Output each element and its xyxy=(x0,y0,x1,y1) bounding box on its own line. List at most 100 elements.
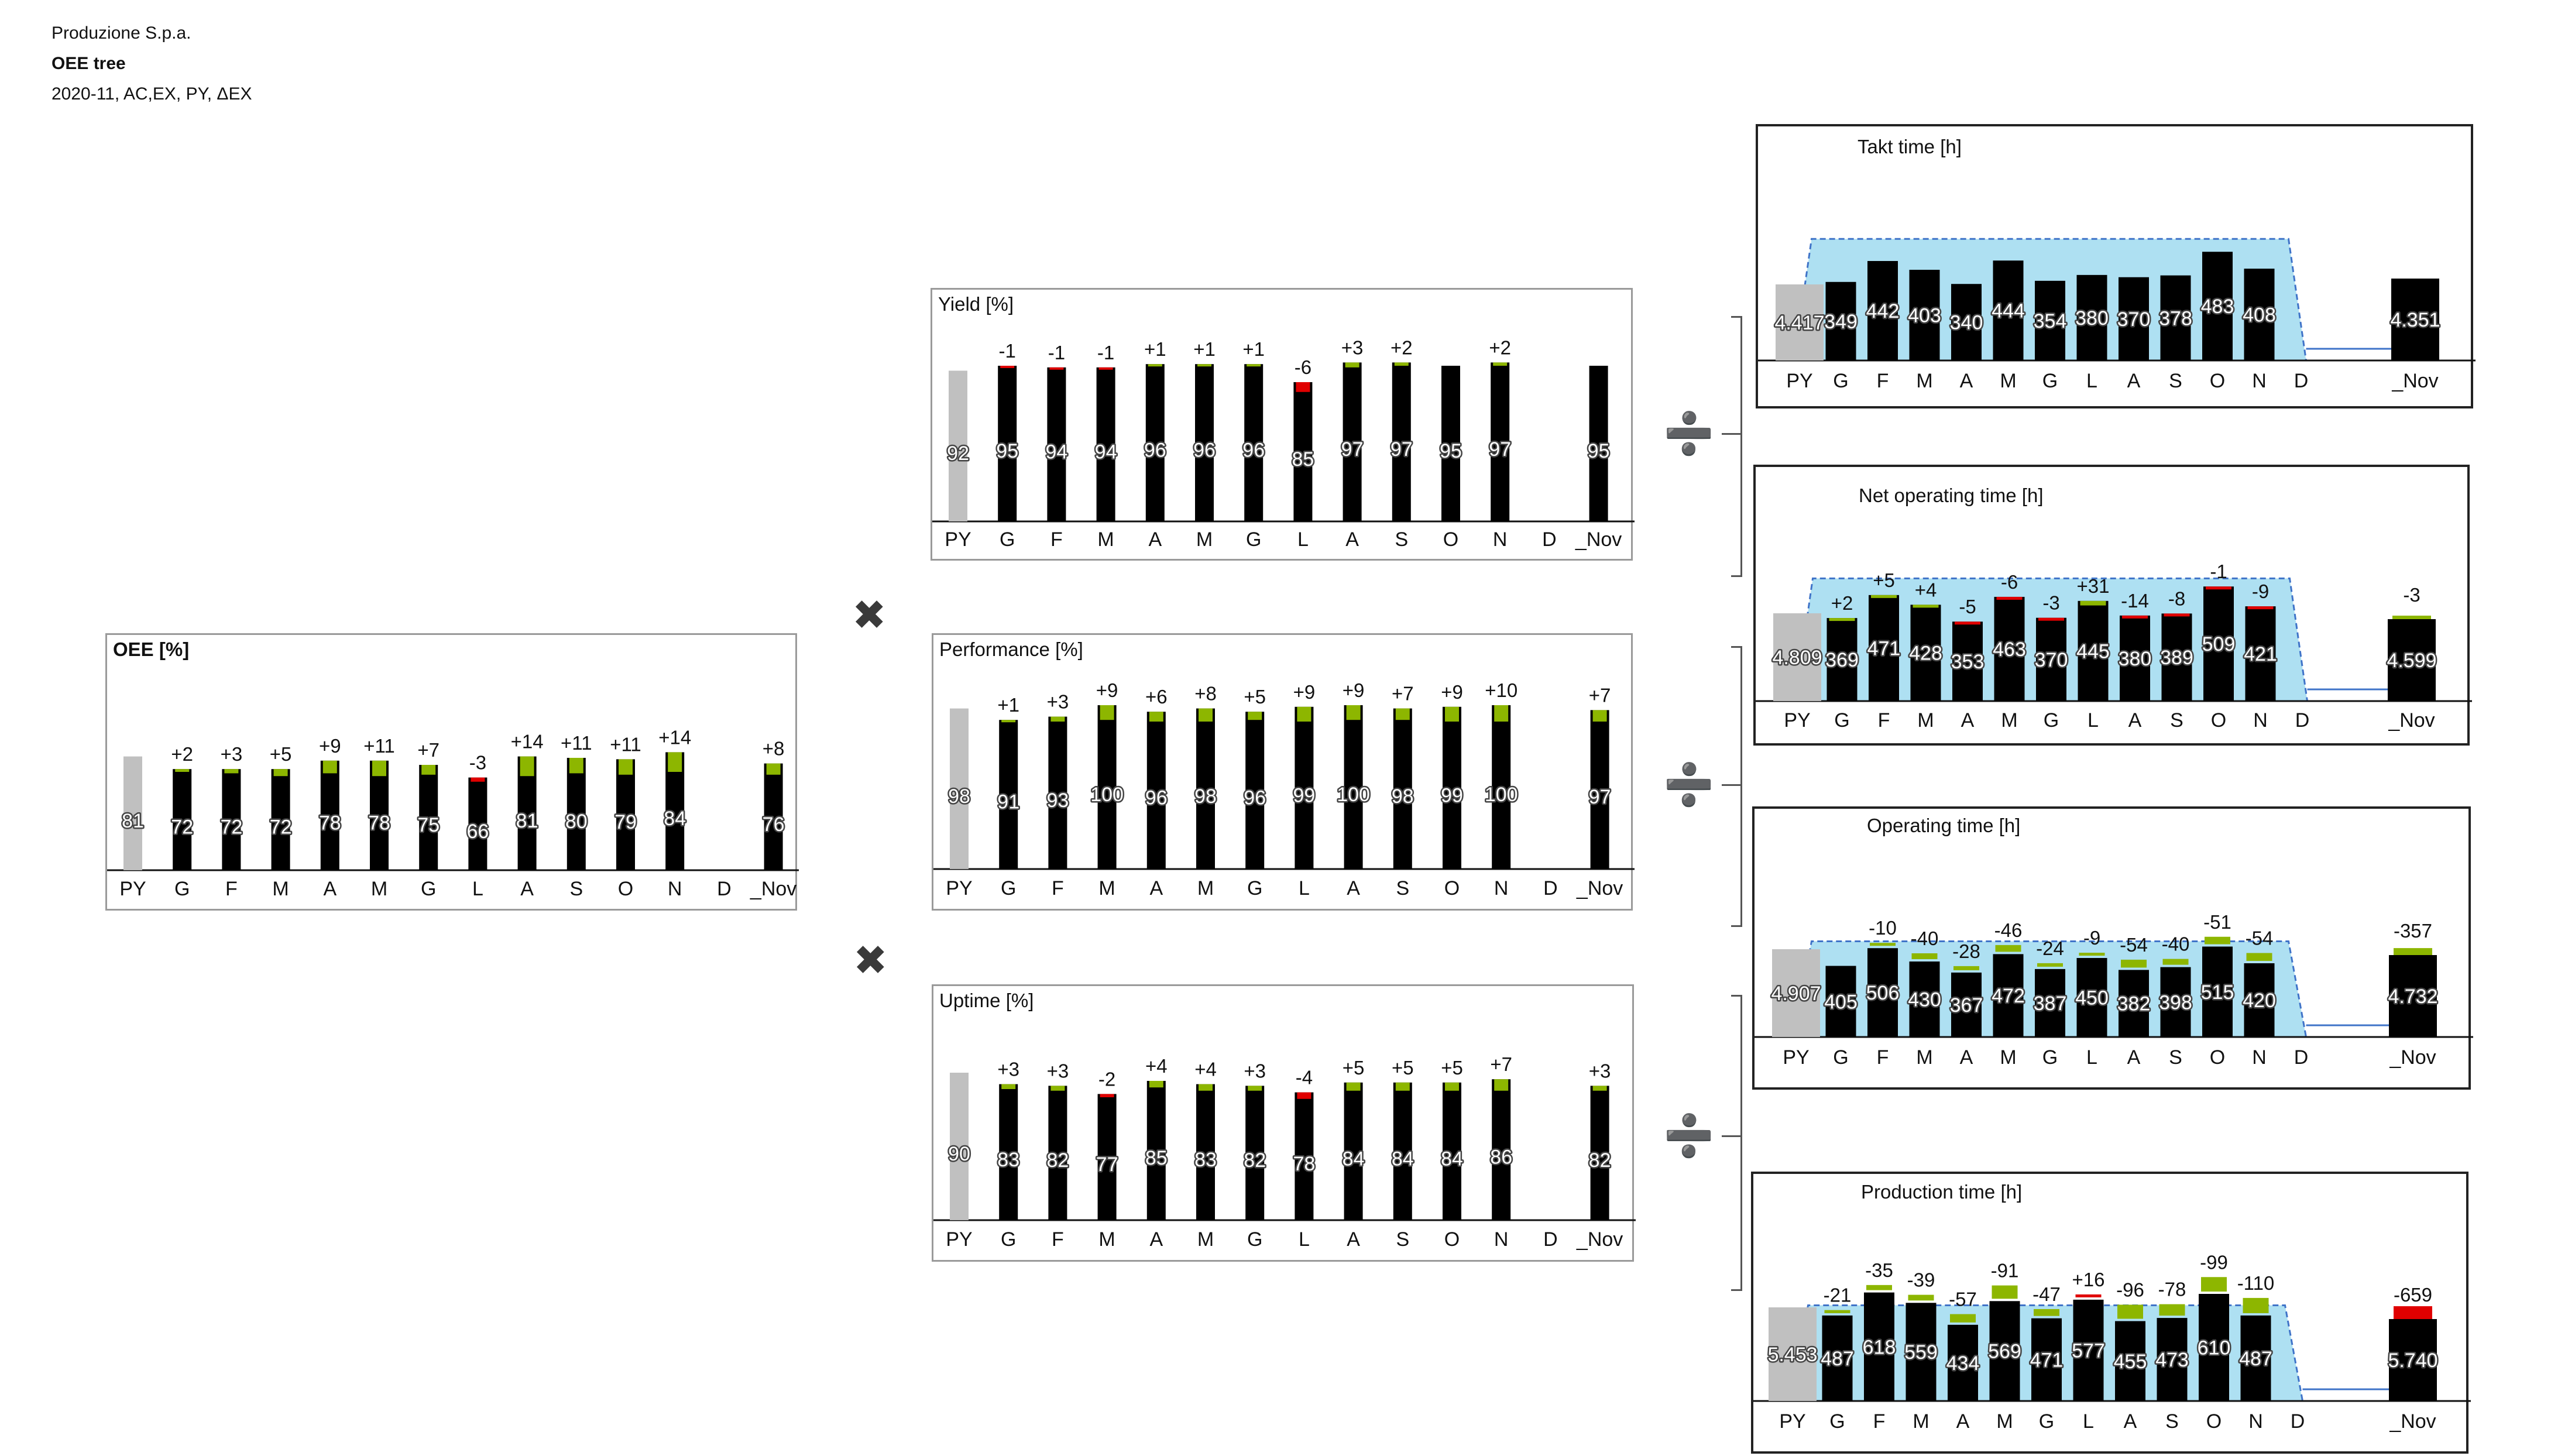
value-label: 99 xyxy=(1293,784,1315,806)
bar xyxy=(2078,600,2109,701)
oee-chart-title: OEE [%] xyxy=(113,638,190,660)
delta-bar xyxy=(2037,963,2063,967)
bar xyxy=(1822,1315,1853,1401)
delta-bar xyxy=(766,763,781,775)
category-label: _Nov xyxy=(2388,709,2435,732)
category-label: _Nov xyxy=(2389,1046,2436,1069)
value-label: 369 xyxy=(1825,649,1859,671)
bar xyxy=(1344,705,1363,869)
bar xyxy=(999,720,1018,869)
delta-bar xyxy=(1296,382,1310,392)
category-label: S xyxy=(1396,877,1409,899)
category-label: A xyxy=(1956,1410,1970,1433)
delta-bar xyxy=(471,777,485,782)
bar xyxy=(2157,1318,2188,1401)
category-label: S xyxy=(1396,1228,1409,1251)
category-label: O xyxy=(1443,528,1458,551)
value-label: 4.417 xyxy=(1774,312,1824,334)
bar xyxy=(1343,362,1362,521)
value-label: 97 xyxy=(1489,438,1511,461)
bar xyxy=(665,752,685,870)
category-label: S xyxy=(2170,709,2183,732)
value-label: 81 xyxy=(516,810,538,832)
value-label: 75 xyxy=(417,814,440,836)
bar xyxy=(1295,1092,1314,1220)
category-label: PY xyxy=(945,528,971,551)
category-label: M xyxy=(1917,709,1934,732)
category-label: F xyxy=(1878,709,1890,732)
delta-label: -35 xyxy=(1865,1259,1893,1281)
bar xyxy=(1145,364,1165,521)
category-label: G xyxy=(1001,1228,1016,1251)
category-label: M xyxy=(1196,528,1213,551)
delta-bar xyxy=(421,765,436,775)
bar xyxy=(566,758,586,870)
net_operating-chart-svg: PY 4.809 G 369 +2 F 471 +5 M 428 +4 A 353 -5 M 463 -6 G 37… xyxy=(1756,561,2472,732)
category-label: F xyxy=(1050,528,1063,551)
bar xyxy=(1910,605,1941,701)
bar xyxy=(1989,1301,2020,1401)
delta-bar xyxy=(1100,1094,1114,1097)
value-label: 450 xyxy=(2075,987,2109,1009)
delta-bar xyxy=(1297,1092,1311,1099)
report-subtitle: 2020-11, AC,EX, PY, ΔEX xyxy=(52,84,252,104)
category-label: N xyxy=(1494,1228,1509,1251)
category-label: M xyxy=(1098,877,1115,899)
delta-bar xyxy=(1866,1285,1892,1290)
value-label: 96 xyxy=(1244,787,1266,809)
divide-icon: ➗ xyxy=(1663,411,1715,456)
delta-bar xyxy=(2162,959,2189,965)
category-label: O xyxy=(2211,709,2226,732)
delta-label: -3 xyxy=(2042,592,2059,614)
delta-bar xyxy=(2121,959,2147,968)
bar xyxy=(1392,362,1411,521)
delta-label: +2 xyxy=(171,743,193,765)
delta-label: +2 xyxy=(1390,336,1413,358)
bar xyxy=(616,759,635,870)
category-label: L xyxy=(472,878,483,900)
delta-bar xyxy=(1950,1314,1976,1323)
total-bar xyxy=(2388,619,2436,701)
brace-connector xyxy=(1731,316,1742,577)
value-label: 99 xyxy=(1441,784,1463,806)
delta-bar xyxy=(1346,1082,1361,1091)
value-label: 618 xyxy=(1863,1336,1896,1358)
delta-bar xyxy=(2034,1309,2059,1316)
delta-label: -1 xyxy=(2210,561,2227,582)
category-label: G xyxy=(1001,877,1016,899)
delta-bar xyxy=(1494,705,1509,722)
value-label: 506 xyxy=(1866,982,1900,1004)
category-label: F xyxy=(1052,877,1064,899)
value-label: 90 xyxy=(948,1143,970,1165)
bar xyxy=(1196,1084,1215,1220)
value-label: 97 xyxy=(1589,786,1611,808)
value-label: 84 xyxy=(1392,1148,1414,1170)
value-label: 420 xyxy=(2243,990,2276,1012)
value-label: 96 xyxy=(1193,439,1216,462)
value-label: 83 xyxy=(997,1149,1019,1171)
value-label: 442 xyxy=(1866,300,1900,322)
delta-bar xyxy=(1149,1081,1163,1088)
bar xyxy=(1909,270,1940,360)
category-label: A xyxy=(2127,1046,2141,1069)
value-label: 100 xyxy=(1337,784,1370,806)
delta-label: +7 xyxy=(1490,1053,1512,1075)
category-label: F xyxy=(225,878,238,900)
bar xyxy=(2203,586,2234,701)
value-label: 370 xyxy=(2035,649,2068,671)
bar xyxy=(1443,706,1461,869)
delta-bar xyxy=(372,760,386,777)
performance-chart-svg: PY 98 G 91 +1 F 93 +3 M 100 +9 A 96 +6 M 98 +8 G 96 +5 L 99 +9… xyxy=(933,679,1635,899)
bar xyxy=(1826,618,1858,701)
value-label: 93 xyxy=(1046,789,1069,812)
bar xyxy=(1590,710,1609,869)
delta-label: +5 xyxy=(1441,1057,1463,1079)
delta-label: -357 xyxy=(2394,920,2432,942)
value-label: 389 xyxy=(2160,647,2193,669)
category-label: O xyxy=(1444,1228,1460,1251)
category-label: G xyxy=(1000,528,1015,551)
category-label: A xyxy=(2128,709,2142,732)
delta-label: +9 xyxy=(1441,681,1463,703)
category-label: G xyxy=(421,878,436,900)
value-label: 515 xyxy=(2201,981,2234,1004)
